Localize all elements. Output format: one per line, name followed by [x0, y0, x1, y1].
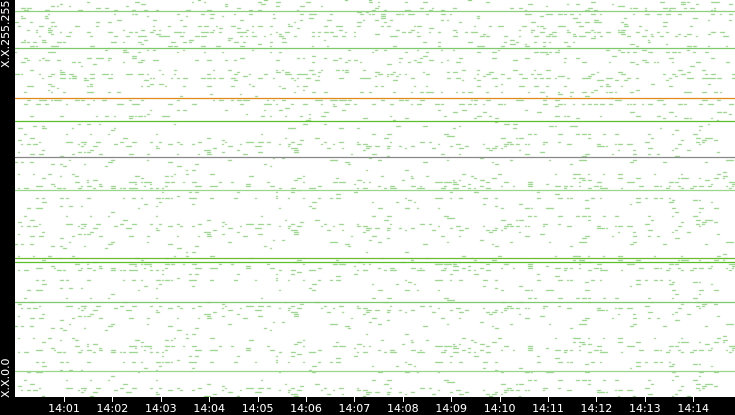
x-tick	[64, 397, 65, 402]
x-tick-label: 14:11	[532, 402, 564, 415]
x-tick-label: 14:09	[435, 402, 468, 415]
x-tick-label: 14:14	[677, 402, 710, 415]
x-tick-label: 14:12	[580, 402, 613, 415]
x-tick-label: 14:04	[193, 402, 226, 415]
x-tick	[451, 397, 453, 402]
x-tick	[112, 397, 114, 402]
y-axis-top-label: X.X.255.255	[0, 0, 12, 68]
x-tick-label: 14:01	[48, 402, 80, 415]
x-tick	[160, 397, 162, 402]
x-tick-label: 14:03	[144, 402, 177, 415]
y-axis-bottom-label: X.X.0.0	[0, 358, 12, 398]
x-tick	[257, 397, 259, 402]
plot-area	[15, 0, 735, 397]
x-tick-label: 14:10	[483, 402, 516, 415]
x-tick	[644, 397, 646, 402]
x-tick-label: 14:05	[241, 402, 274, 415]
x-tick	[596, 397, 598, 402]
x-tick	[693, 397, 695, 402]
x-tick	[499, 397, 501, 402]
x-tick	[548, 397, 549, 402]
x-tick	[354, 397, 356, 402]
x-tick	[402, 397, 404, 402]
scatter-points	[15, 0, 735, 397]
x-tick	[209, 397, 211, 402]
x-tick-label: 14:07	[338, 402, 371, 415]
x-tick-label: 14:06	[290, 402, 322, 415]
x-tick	[306, 397, 307, 402]
x-tick-label: 14:02	[96, 402, 129, 415]
x-tick-label: 14:13	[628, 402, 661, 415]
x-tick-label: 14:08	[386, 402, 419, 415]
line-layer	[15, 10, 735, 373]
x-axis: 14:01 14:02 14:03 14:04 14:05 14:06 14:07 14:08…	[0, 397, 735, 415]
